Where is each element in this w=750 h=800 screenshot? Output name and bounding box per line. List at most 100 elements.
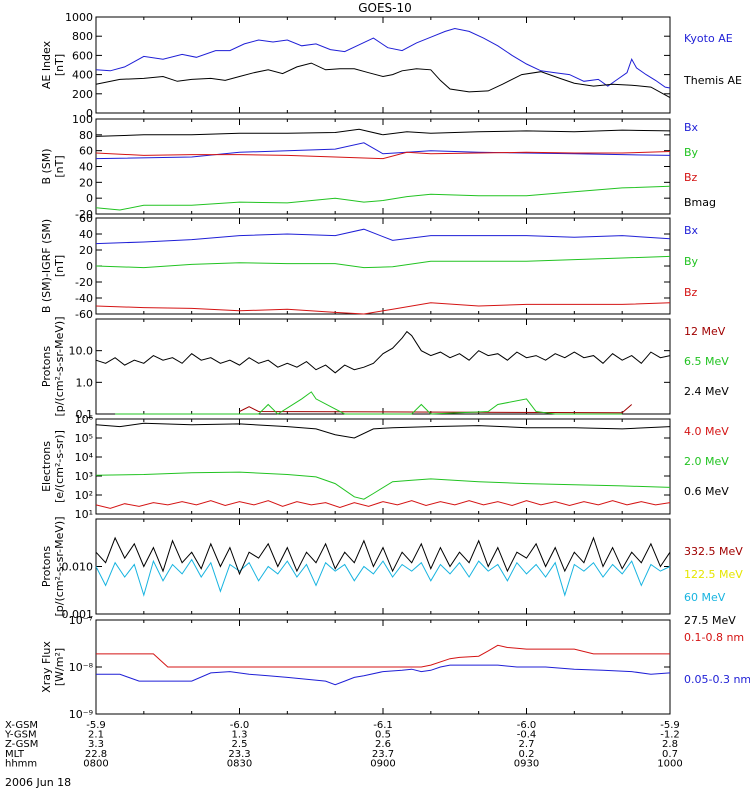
ytick-label: 20 [79,176,93,189]
bottom-row-value: 23.3 [228,749,250,760]
y-axis-label: [W/m²] [53,648,66,686]
y-axis-label: [nT] [53,155,66,177]
legend-entry: Bz [684,171,698,184]
series-line [96,644,670,668]
bottom-row-value: -5.9 [86,720,106,731]
ytick-label: 0 [86,260,93,273]
bottom-row-value: 2.5 [232,739,248,750]
legend-entry: 2.4 MeV [684,385,729,398]
panel-frame [95,518,671,615]
legend-entry: 6.5 MeV [684,355,729,368]
series-line [95,151,671,160]
series-line [95,255,671,269]
bottom-row-value: 23.7 [372,749,394,760]
ytick-label: 40 [79,228,93,241]
series-line [95,558,671,597]
y-axis-label: Electrons [40,441,53,492]
bottom-row-label: Y-GSM [4,730,37,741]
ytick-label: 10⁶ [75,413,94,426]
ytick-label: -60 [75,308,93,321]
legend-entry: Bx [684,224,699,237]
legend-entry: Themis AE [683,74,742,87]
legend-entry: 0.6 MeV [684,485,729,498]
series-line [95,185,671,211]
bottom-row-value: 1.3 [232,730,248,741]
series-line [95,500,671,509]
ytick-label: 10.0 [69,345,94,358]
y-axis-label: [p/(cm²-s-sr-MeV)] [53,317,66,417]
series-line [95,62,671,99]
bottom-row-value: 0900 [370,758,395,769]
panel-frame [95,118,671,215]
bottom-row-value: 2.1 [88,730,104,741]
ytick-label: -20 [75,208,93,221]
panel-frame [95,217,671,315]
ytick-label: 80 [79,129,93,142]
bottom-row-value: 0930 [514,758,539,769]
y-axis-label: [nT] [53,255,66,277]
y-axis-label: AE Index [40,40,53,89]
y-axis-label: [e/(cm²-s-sr)] [53,430,66,503]
bottom-row-label: MLT [5,749,25,760]
y-axis-label: [nT] [53,54,66,76]
legend-entry: 0.1-0.8 nm [684,631,744,644]
ytick-label: 0 [86,192,93,205]
y-axis-label: Xray Flux [40,641,53,693]
bottom-row-value: -6.0 [230,720,250,731]
ytick-label: 60 [79,145,93,158]
y-axis-label: B (SM) [40,148,53,184]
ytick-label: 10⁻⁷ [69,614,93,627]
ytick-label: 1.0 [76,376,94,389]
bottom-row-value: 2.6 [375,739,391,750]
bottom-row-value: 0.7 [662,749,678,760]
series-line [96,664,671,686]
ytick-label: 100 [72,113,93,126]
legend-entry: Bz [684,286,698,299]
series-line [95,302,671,315]
panel-electrons: 10¹ 10² 10³ 10⁴ 10⁵ 10⁶ Electrons [e/(cm²-s-sr)… [40,413,729,521]
y-axis-label: B (SM)-IGRF (SM) [40,219,53,313]
y-axis-label: Protons [40,546,53,587]
ytick-label: 10⁻⁸ [69,661,94,674]
panel-bsm: -20 0 20 40 60 80 100 B (SM) [nT] Bx By Bz Bmag [40,113,716,221]
legend-entry: 0.05-0.3 nm [684,673,750,686]
bottom-row-value: -1.2 [660,730,680,741]
bottom-row-label: hhmm [5,758,37,769]
ytick-label: -20 [75,276,93,289]
bottom-row-value: 2.7 [519,739,535,750]
ytick-label: 800 [72,30,93,43]
date-label: 2006 Jun 18 [5,776,71,789]
bottom-row-value: -0.4 [517,730,537,741]
legend-entry: Bmag [684,196,716,209]
legend-entry: 332.5 MeV [684,545,743,558]
panel-bsm_igrf: -60 -40 -20 0 20 40 60 B (SM)-IGRF (SM) [nT] Bx By… [40,212,699,321]
legend-entry: By [684,146,699,159]
legend-entry: 4.0 MeV [684,425,729,438]
bottom-row-value: 0800 [83,758,108,769]
bottom-row-value: -5.9 [660,720,680,731]
ytick-label: 0.010 [62,561,94,574]
bottom-row-value: -6.1 [373,720,393,731]
series-line [115,391,623,415]
ytick-label: 200 [72,88,93,101]
series-line [95,536,671,576]
bottom-row-value: -6.0 [517,720,537,731]
panel-frame [95,16,671,114]
ytick-label: 1000 [65,11,93,24]
legend-entry: 12 MeV [684,325,726,338]
y-axis-label: [p/(cm²-s-sr-MeV)] [53,517,66,617]
legend-entry: By [684,255,699,268]
bottom-row-label: Z-GSM [5,739,38,750]
ytick-label: 40 [79,161,93,174]
legend-entry: 27.5 MeV [684,614,736,627]
ytick-label: 10⁴ [75,451,94,464]
legend-entry: Kyoto AE [684,32,733,45]
ytick-label: 60 [79,212,93,225]
series-line [239,404,633,414]
ytick-label: 10¹ [75,508,93,521]
series-line [95,128,671,137]
y-axis-label: Protons [40,346,53,387]
ytick-label: 20 [79,244,93,257]
series-line [95,422,671,439]
